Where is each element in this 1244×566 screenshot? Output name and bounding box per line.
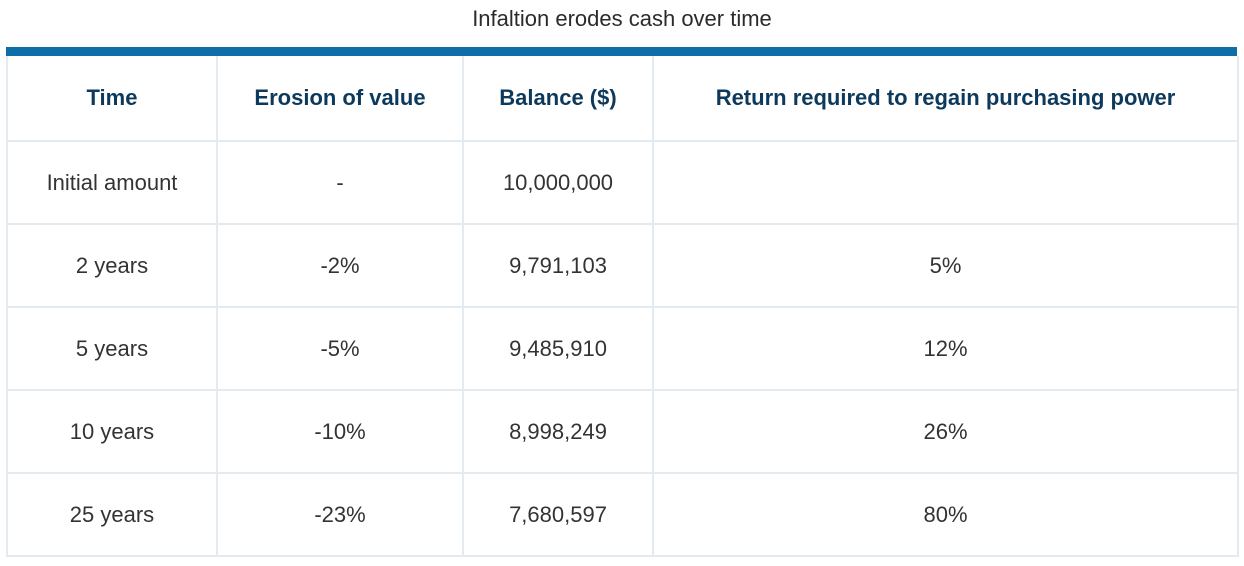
cell-return-required: 80% xyxy=(652,472,1239,557)
cell-time: 25 years xyxy=(6,472,218,557)
table-row: 10 years -10% 8,998,249 26% xyxy=(6,389,1239,474)
column-header-erosion: Erosion of value xyxy=(216,56,464,142)
column-header-balance: Balance ($) xyxy=(462,56,654,142)
cell-erosion: -5% xyxy=(216,306,464,391)
cell-erosion: -23% xyxy=(216,472,464,557)
table-row: 2 years -2% 9,791,103 5% xyxy=(6,223,1239,308)
cell-balance: 8,998,249 xyxy=(462,389,654,474)
cell-return-required: 5% xyxy=(652,223,1239,308)
cell-balance: 10,000,000 xyxy=(462,140,654,225)
column-header-return-required: Return required to regain purchasing pow… xyxy=(652,56,1239,142)
cell-erosion: -2% xyxy=(216,223,464,308)
cell-erosion: - xyxy=(216,140,464,225)
table-row: 5 years -5% 9,485,910 12% xyxy=(6,306,1239,391)
table-title: Infaltion erodes cash over time xyxy=(472,6,772,31)
column-header-time: Time xyxy=(6,56,218,142)
cell-time: 10 years xyxy=(6,389,218,474)
cell-return-required: 12% xyxy=(652,306,1239,391)
cell-time: 2 years xyxy=(6,223,218,308)
cell-time: Initial amount xyxy=(6,140,218,225)
accent-bar xyxy=(6,47,1237,56)
cell-balance: 9,791,103 xyxy=(462,223,654,308)
cell-return-required xyxy=(652,140,1239,225)
table-row: 25 years -23% 7,680,597 80% xyxy=(6,472,1239,557)
cell-time: 5 years xyxy=(6,306,218,391)
cell-return-required: 26% xyxy=(652,389,1239,474)
cell-erosion: -10% xyxy=(216,389,464,474)
header-row: Time Erosion of value Balance ($) Return… xyxy=(6,56,1239,142)
table-row: Initial amount - 10,000,000 xyxy=(6,140,1239,225)
inflation-table: Time Erosion of value Balance ($) Return… xyxy=(6,56,1239,557)
cell-balance: 9,485,910 xyxy=(462,306,654,391)
cell-balance: 7,680,597 xyxy=(462,472,654,557)
